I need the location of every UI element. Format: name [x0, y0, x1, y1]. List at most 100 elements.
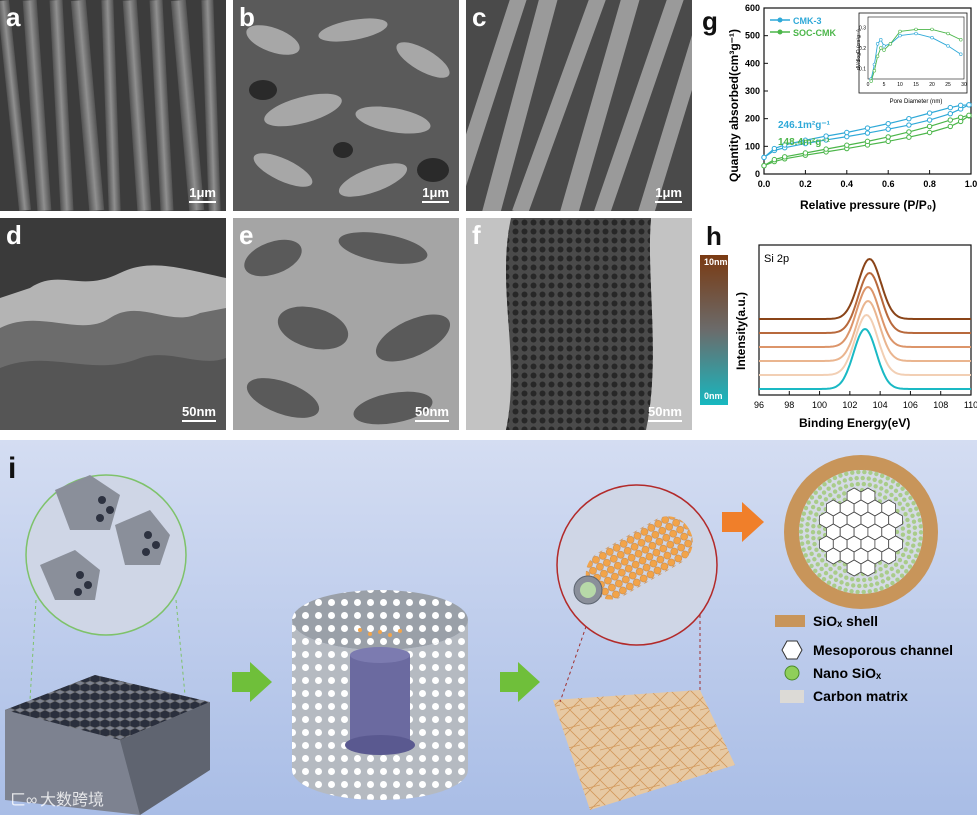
nano-siox-dot [904, 569, 909, 574]
x-tick-label-h: 100 [812, 400, 827, 410]
nano-siox-dot [837, 565, 842, 571]
isotherm-point [864, 125, 871, 131]
nano-siox-dot [801, 511, 807, 516]
spinning-cage [292, 590, 468, 800]
nano-siox-dot [832, 583, 837, 588]
nano-siox-dot [918, 530, 924, 535]
nano-siox-dot [800, 517, 805, 522]
nano-siox-dot [839, 580, 844, 585]
inset-y-label: dV/dlogD (cm³g⁻¹) [856, 29, 862, 70]
nano-siox-dot [906, 529, 912, 535]
nano-siox-dot [879, 573, 884, 578]
nano-siox-dot [851, 583, 856, 588]
nano-siox-dot [831, 483, 836, 488]
nano-siox-dot [805, 540, 811, 545]
isotherm-point [906, 134, 912, 140]
nano-siox-dot [843, 587, 848, 593]
legend-label-cmk3: CMK-3 [793, 16, 822, 26]
chart-title-h: Si 2p [764, 253, 789, 265]
inset-point [914, 31, 918, 36]
nano-siox-dot [911, 559, 916, 564]
chart-h: h 10nm 0nm Si 2p Intensity(a.u.) Binding… [700, 215, 977, 435]
nano-siox-dot [801, 547, 806, 552]
arrow-green-2 [500, 662, 540, 702]
nano-siox-dot [844, 575, 849, 580]
nano-siox-dot [912, 525, 918, 530]
xps-spectrum-line [759, 313, 971, 376]
nano-siox-dot [813, 568, 818, 574]
nano-siox-dot [799, 523, 804, 528]
legend-sphere-icon [784, 665, 800, 681]
x-tick-label-h: 110 [964, 400, 977, 410]
nano-siox-dot [832, 475, 838, 481]
nano-siox-dot [908, 507, 913, 513]
y-axis-label-g: Quantity absorbed(cm³g⁻¹) [727, 29, 741, 182]
isotherm-point [947, 123, 954, 130]
nano-siox-dot [861, 589, 866, 595]
hex-channel [881, 547, 896, 565]
inset-x-tick-label: 30 [961, 82, 967, 88]
nano-siox-dot [823, 570, 829, 576]
nano-siox-dot [884, 570, 890, 575]
x-tick-label-g: 0.8 [923, 179, 936, 189]
nano-siox-dot [918, 524, 923, 529]
x-tick-label-h: 98 [784, 400, 794, 410]
nano-siox-dot [905, 517, 910, 523]
nano-siox-dot [809, 551, 814, 557]
nano-siox-dot [874, 581, 880, 586]
nano-siox-dot [855, 589, 860, 595]
nano-siox-dot [837, 585, 843, 591]
nano-siox-dot [905, 502, 910, 507]
nano-siox-dot [893, 488, 899, 494]
nano-siox-dot [880, 579, 886, 584]
isotherm-point [885, 134, 891, 140]
y-tick-label-g: 200 [745, 114, 760, 124]
nano-siox-dot [844, 471, 849, 477]
scale-bar-b: 1μm [422, 185, 449, 203]
nano-siox-dot [867, 589, 872, 594]
nano-siox-dot [815, 562, 820, 567]
nano-siox-dot [828, 574, 834, 579]
nano-siox-dot [842, 568, 848, 574]
schematic-i: i [0, 440, 977, 815]
nano-siox-dot [884, 489, 889, 494]
nano-siox-dot [860, 475, 865, 481]
scale-bar-d: 50nm [182, 404, 216, 422]
nano-siox-dot [812, 541, 817, 547]
isotherm-point [926, 110, 933, 116]
nano-siox-dot [845, 582, 850, 587]
nano-siox-dot [817, 486, 823, 491]
panel-label-c: c [472, 2, 487, 32]
nano-siox-dot [842, 478, 848, 483]
inset-x-tick-label: 15 [913, 82, 919, 88]
x-tick-label-g: 0.2 [799, 179, 812, 189]
nano-siox-dot [867, 482, 873, 488]
nano-siox-dot [873, 575, 879, 580]
tem-image-f: f 50nm [466, 218, 692, 430]
scale-text-d: 50nm [182, 404, 216, 419]
colorbar-bottom-label: 0nm [704, 391, 723, 401]
isotherm-point [844, 129, 850, 136]
inset-x-tick-label: 20 [929, 82, 935, 88]
sem-texture-a [0, 0, 226, 211]
tem-texture-d [0, 218, 226, 430]
nano-siox-dot [867, 576, 873, 582]
legend-label-channel: Mesoporous channel [813, 642, 953, 658]
sem-image-a: a 1μm [0, 0, 226, 211]
scale-text-c: 1μm [655, 185, 682, 200]
nano-siox-dot [868, 470, 873, 475]
isotherm-point [957, 102, 964, 109]
nano-siox-dot [895, 482, 901, 487]
y-tick-label-g: 100 [745, 141, 760, 151]
nano-siox-dot [903, 511, 908, 517]
nano-siox-dot [854, 475, 859, 481]
nano-siox-dot [869, 582, 874, 588]
nano-siox-dot [816, 506, 822, 512]
tem-image-e: e 50nm [233, 218, 459, 430]
annotation-cmk3-area: 246.1m²g⁻¹ [778, 120, 831, 131]
nano-siox-dot [907, 564, 913, 569]
nano-siox-dot [838, 473, 843, 478]
isotherm-point [844, 142, 850, 148]
x-tick-label-g: 0.6 [882, 179, 895, 189]
hex-channel [826, 547, 841, 565]
